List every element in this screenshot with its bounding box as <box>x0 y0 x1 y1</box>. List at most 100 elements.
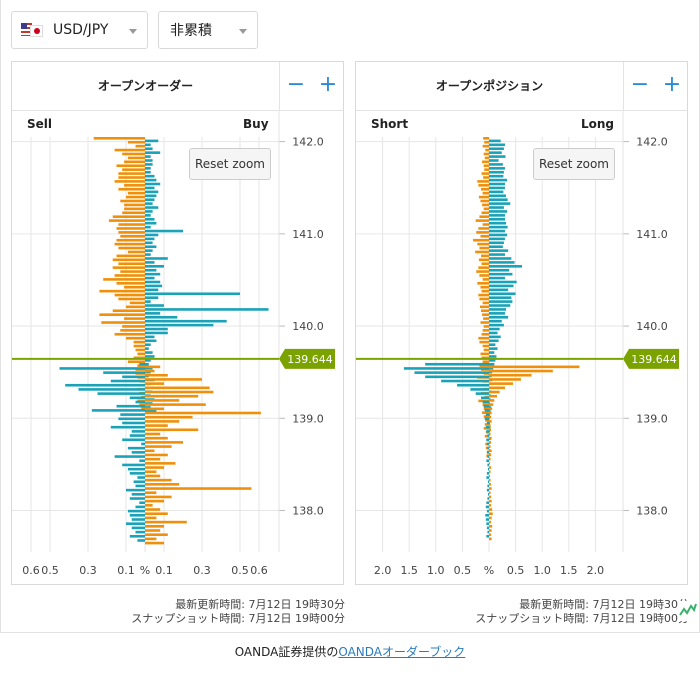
buy-label: Buy <box>243 117 269 131</box>
panel-header: オープンオーダー − + <box>12 62 343 111</box>
panel-header: オープンポジション − + <box>356 62 687 111</box>
mode-label: 非累積 <box>170 23 212 39</box>
buy-bar <box>145 257 168 260</box>
long-bar <box>489 386 505 390</box>
buy-bar <box>489 253 505 256</box>
buy-bar <box>145 394 199 398</box>
buy-bar <box>489 217 505 221</box>
sell-bar <box>122 211 145 215</box>
zoom-out-button[interactable]: − <box>630 72 650 97</box>
long-bar <box>489 445 491 448</box>
long-bar <box>489 466 492 469</box>
long-bar <box>489 449 492 453</box>
buy-bar <box>145 155 151 158</box>
sell-bar <box>126 336 145 340</box>
sell-bar <box>110 425 145 429</box>
sell-bar <box>124 285 145 289</box>
sell-bar <box>118 246 145 250</box>
sell-bar <box>480 234 489 238</box>
buy-bar <box>145 399 180 402</box>
sell-bar <box>480 352 489 356</box>
buy-bar <box>145 347 149 350</box>
currency-pair-select[interactable]: USD/JPY <box>11 11 148 49</box>
sell-bar <box>482 203 489 207</box>
sell-bar <box>476 231 489 234</box>
short-bar <box>487 493 489 496</box>
sell-bar <box>135 530 145 534</box>
long-bar <box>489 428 492 432</box>
sell-bar <box>122 438 145 442</box>
buy-bar <box>145 308 269 311</box>
sell-bar <box>129 497 145 500</box>
sell-bar <box>480 285 489 289</box>
mode-select[interactable]: 非累積 <box>158 11 258 49</box>
sell-bar <box>482 411 489 414</box>
sell-bar <box>481 262 489 266</box>
zoom-out-button[interactable]: − <box>286 72 306 97</box>
sell-bar <box>482 360 489 364</box>
reset-zoom-button[interactable]: Reset zoom <box>533 148 615 180</box>
x-tick-label: 0.1 <box>155 564 173 577</box>
sell-bar <box>485 148 489 152</box>
sell-bar <box>129 514 145 517</box>
y-tick-label: 138.0 <box>636 505 668 518</box>
buy-bar <box>145 202 153 205</box>
sell-bar <box>114 242 145 246</box>
open-orders-chart: 0.6 0.5 0.3 0.1% 0.1 0.3 0.5 0.6142.0141.0140.0… <box>12 110 335 577</box>
buy-bar <box>145 359 151 362</box>
buy-bar <box>145 288 159 292</box>
sell-bar <box>127 446 145 450</box>
buy-bar <box>489 163 503 166</box>
short-bar <box>486 501 489 505</box>
sell-bar <box>122 152 145 156</box>
buy-bar <box>145 261 155 264</box>
buy-bar <box>145 406 151 409</box>
buy-bar <box>145 163 153 166</box>
sell-bar <box>122 325 145 328</box>
zoom-in-button[interactable]: + <box>662 72 682 97</box>
short-bar <box>486 438 489 442</box>
buy-bar <box>145 453 168 457</box>
sell-bar <box>116 238 145 242</box>
short-label: Short <box>371 117 409 131</box>
short-bar <box>487 497 489 500</box>
sell-bar <box>131 451 145 454</box>
buy-bar <box>145 300 151 303</box>
x-tick-label: 0.1 <box>117 564 135 577</box>
buy-bar <box>489 174 504 178</box>
updated-time: 最新更新時間: 7月12日 19時30分 <box>519 598 689 611</box>
buy-bar <box>489 265 522 268</box>
sell-bar <box>114 274 145 277</box>
sell-bar <box>484 434 489 438</box>
sell-bar <box>483 348 489 352</box>
sell-bar <box>483 176 489 179</box>
buy-bar <box>145 428 199 432</box>
sell-bar <box>477 282 489 285</box>
sell-bar <box>116 227 145 230</box>
buy-bar <box>489 257 512 260</box>
sell-bar <box>482 144 489 148</box>
sell-bar <box>78 388 145 391</box>
x-tick-label: % <box>140 564 150 577</box>
buy-bar <box>145 319 227 323</box>
sell-bar <box>99 313 145 316</box>
short-bar <box>486 451 489 454</box>
short-bar <box>484 409 489 412</box>
buy-bar <box>489 186 505 190</box>
short-bar <box>487 463 489 467</box>
reset-zoom-button[interactable]: Reset zoom <box>189 148 271 180</box>
sell-bar <box>478 266 489 269</box>
buy-bar <box>145 190 159 194</box>
orderbook-link[interactable]: OANDAオーダーブック <box>338 645 466 659</box>
buy-bar <box>489 155 506 158</box>
sell-bar <box>97 392 145 395</box>
zoom-in-button[interactable]: + <box>318 72 338 97</box>
buy-bar <box>145 420 180 423</box>
buy-bar <box>145 272 161 276</box>
sell-bar <box>479 274 489 277</box>
sell-bar <box>482 191 489 195</box>
sell-bar <box>478 195 489 199</box>
buy-bar <box>145 403 206 406</box>
buy-bar <box>145 249 153 252</box>
sell-bar <box>481 254 489 258</box>
